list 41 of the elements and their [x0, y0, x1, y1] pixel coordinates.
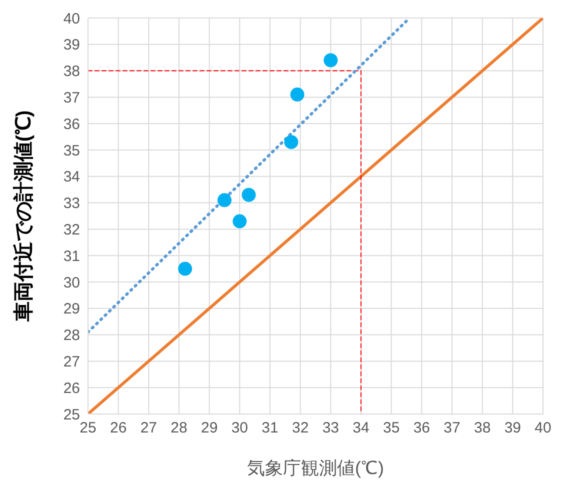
y-tick-label: 35 [63, 142, 80, 160]
point [178, 262, 192, 276]
point [324, 53, 338, 68]
x-tick-label: 35 [382, 420, 400, 437]
y-tick-label: 39 [63, 36, 80, 54]
x-tick-label: 40 [534, 420, 552, 437]
y-tick-label: 32 [63, 222, 80, 239]
x-tick-label: 31 [262, 420, 278, 437]
x-tick-label: 36 [413, 420, 430, 437]
x-axis-title: 気象庁観測値(℃) [247, 458, 384, 478]
y-axis-title: 車両付近での計測値(℃) [12, 110, 36, 323]
y-tick-label: 28 [63, 327, 80, 344]
point [218, 193, 232, 208]
x-tick-label: 39 [504, 420, 522, 437]
y-tick-label: 31 [63, 248, 80, 265]
x-tick-label: 29 [200, 420, 218, 437]
x-tick-label: 38 [474, 420, 491, 437]
y-tick-label: 37 [63, 90, 80, 107]
y-tick-label: 33 [63, 195, 80, 212]
y-tick-label: 40 [63, 10, 80, 28]
x-tick-label: 32 [292, 420, 309, 437]
y-tick-label: 29 [63, 300, 80, 318]
point [232, 214, 247, 228]
x-tick-label: 34 [352, 420, 370, 437]
x-tick-label: 28 [170, 420, 188, 437]
y-tick-label: 34 [63, 168, 80, 186]
y-tick-label: 26 [63, 380, 80, 397]
y-tick-label: 36 [63, 116, 80, 133]
point [290, 88, 304, 102]
x-tick-label: 37 [444, 420, 460, 437]
y-tick-label: 38 [63, 63, 80, 80]
x-tick-label: 27 [140, 420, 158, 437]
point [284, 135, 298, 150]
x-tick-label: 26 [110, 420, 127, 437]
x-tick-label: 33 [322, 420, 340, 437]
x-tick-label: 30 [231, 420, 248, 437]
y-tick-label: 30 [63, 274, 80, 292]
y-tick-label: 27 [63, 354, 80, 371]
x-tick-label: 25 [80, 420, 96, 437]
point [242, 188, 256, 202]
y-tick-label: 25 [63, 406, 80, 424]
